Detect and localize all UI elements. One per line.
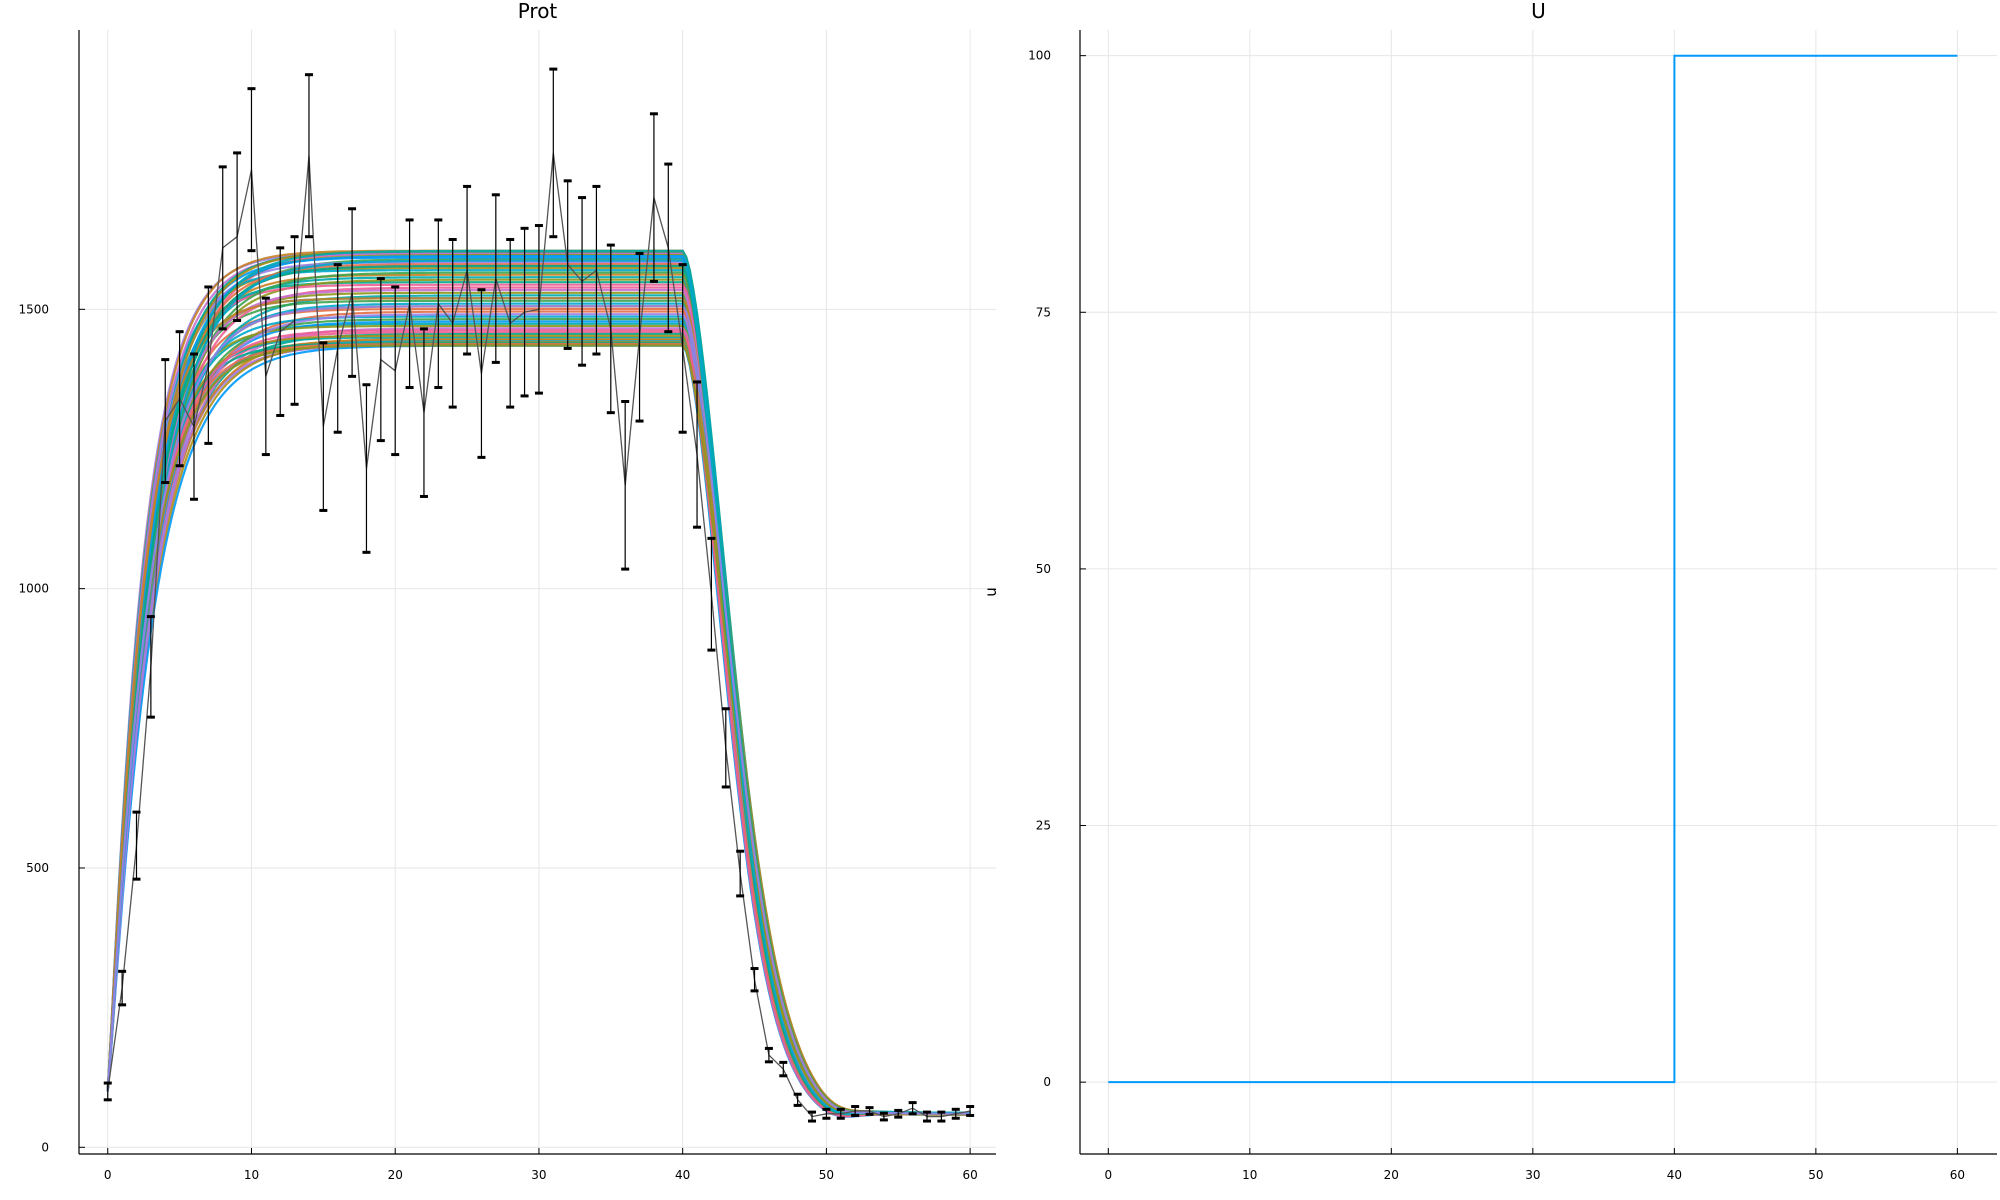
y-tick-label: 25: [1036, 819, 1051, 833]
chart-title: Prot: [518, 0, 558, 23]
error-bar: [563, 179, 572, 350]
error-bar: [664, 162, 673, 334]
error-bar: [233, 151, 242, 322]
error-bar: [419, 327, 428, 498]
x-axis-label: time: [1522, 1198, 1556, 1200]
error-bar: [304, 73, 313, 239]
error-bar: [836, 1107, 845, 1120]
error-bar: [434, 218, 443, 390]
error-bar: [477, 288, 486, 459]
y-axis-label: u: [982, 587, 1000, 597]
error-bar: [290, 235, 299, 406]
x-tick-label: 40: [675, 1168, 690, 1182]
y-tick-label: 0: [41, 1140, 49, 1154]
error-bar: [894, 1108, 903, 1119]
error-bar: [707, 536, 716, 652]
error-bar: [621, 400, 630, 571]
y-tick-label: 50: [1036, 562, 1051, 576]
error-bar: [405, 218, 414, 390]
error-bar: [879, 1111, 888, 1122]
error-bar: [204, 285, 213, 445]
error-bar: [937, 1110, 946, 1123]
error-bar: [865, 1106, 874, 1116]
error-bar: [376, 277, 385, 443]
x-axis-label: time: [521, 1198, 555, 1200]
error-bar: [764, 1046, 773, 1064]
u-panel: 0 10 20 30 40 50 60 0 25 50 75 100 Utime u: [982, 0, 1997, 1200]
y-tick-label: 500: [26, 861, 49, 875]
x-tick-label: 0: [1104, 1168, 1112, 1182]
x-tick-label: 20: [1384, 1168, 1399, 1182]
error-bar: [261, 296, 270, 457]
error-bar: [808, 1110, 817, 1123]
error-bar: [118, 969, 127, 1007]
y-tick-label: 75: [1036, 305, 1051, 319]
x-tick-label: 60: [962, 1168, 977, 1182]
x-tick-label: 30: [1525, 1168, 1540, 1182]
error-bar: [721, 707, 730, 789]
y-tick-label: 100: [1028, 49, 1051, 63]
error-bar: [923, 1110, 932, 1123]
x-tick-label: 30: [531, 1168, 546, 1182]
x-tick-label: 40: [1667, 1168, 1682, 1182]
observed-data: [103, 67, 975, 1123]
y-tick-label: 1500: [18, 302, 49, 316]
error-bar: [103, 1081, 112, 1102]
error-bar: [822, 1107, 831, 1120]
error-bar: [132, 810, 141, 881]
x-tick-label: 50: [1808, 1168, 1823, 1182]
error-bar: [218, 165, 227, 331]
error-bar: [534, 224, 543, 395]
error-bar: [750, 967, 759, 993]
error-bar: [779, 1060, 788, 1078]
x-tick-label: 60: [1950, 1168, 1965, 1182]
error-bar: [146, 615, 155, 719]
error-bar: [951, 1107, 960, 1120]
error-bar: [362, 383, 371, 554]
error-bar: [520, 226, 529, 398]
error-bar: [549, 67, 558, 239]
error-bar: [391, 285, 400, 457]
error-bar: [348, 207, 357, 378]
error-bar: [606, 243, 615, 415]
error-bar: [161, 358, 170, 485]
error-bar: [678, 263, 687, 434]
x-tick-label: 10: [1242, 1168, 1257, 1182]
x-tick-label: 50: [819, 1168, 834, 1182]
error-bar: [736, 849, 745, 898]
error-bar: [851, 1105, 860, 1117]
error-bar: [966, 1105, 975, 1117]
error-bar: [448, 237, 457, 409]
error-bar: [491, 193, 500, 364]
y-tick-label: 1000: [18, 582, 49, 596]
error-bar: [649, 112, 658, 283]
x-tick-label: 0: [104, 1168, 112, 1182]
y-tick-label: 0: [1043, 1075, 1051, 1089]
error-bar: [276, 246, 285, 417]
prot-panel: 0 10 20 30 40 50 60 0 500 1000 1500 Prot time: [18, 0, 996, 1200]
error-bar: [247, 87, 256, 253]
error-bar: [578, 196, 587, 367]
error-bar: [908, 1101, 917, 1116]
error-bar: [693, 380, 702, 529]
error-bar: [319, 341, 328, 512]
x-tick-label: 10: [244, 1168, 259, 1182]
error-bar: [506, 237, 515, 409]
u-series-line: [1108, 54, 1958, 1084]
error-bar: [635, 251, 644, 423]
error-bar: [189, 352, 198, 501]
x-tick-label: 20: [388, 1168, 403, 1182]
chart-title: U: [1531, 0, 1546, 23]
error-bar: [592, 184, 601, 356]
error-bar: [463, 184, 472, 356]
error-bar: [333, 263, 342, 434]
error-bar: [793, 1092, 802, 1107]
error-bar: [175, 330, 184, 468]
